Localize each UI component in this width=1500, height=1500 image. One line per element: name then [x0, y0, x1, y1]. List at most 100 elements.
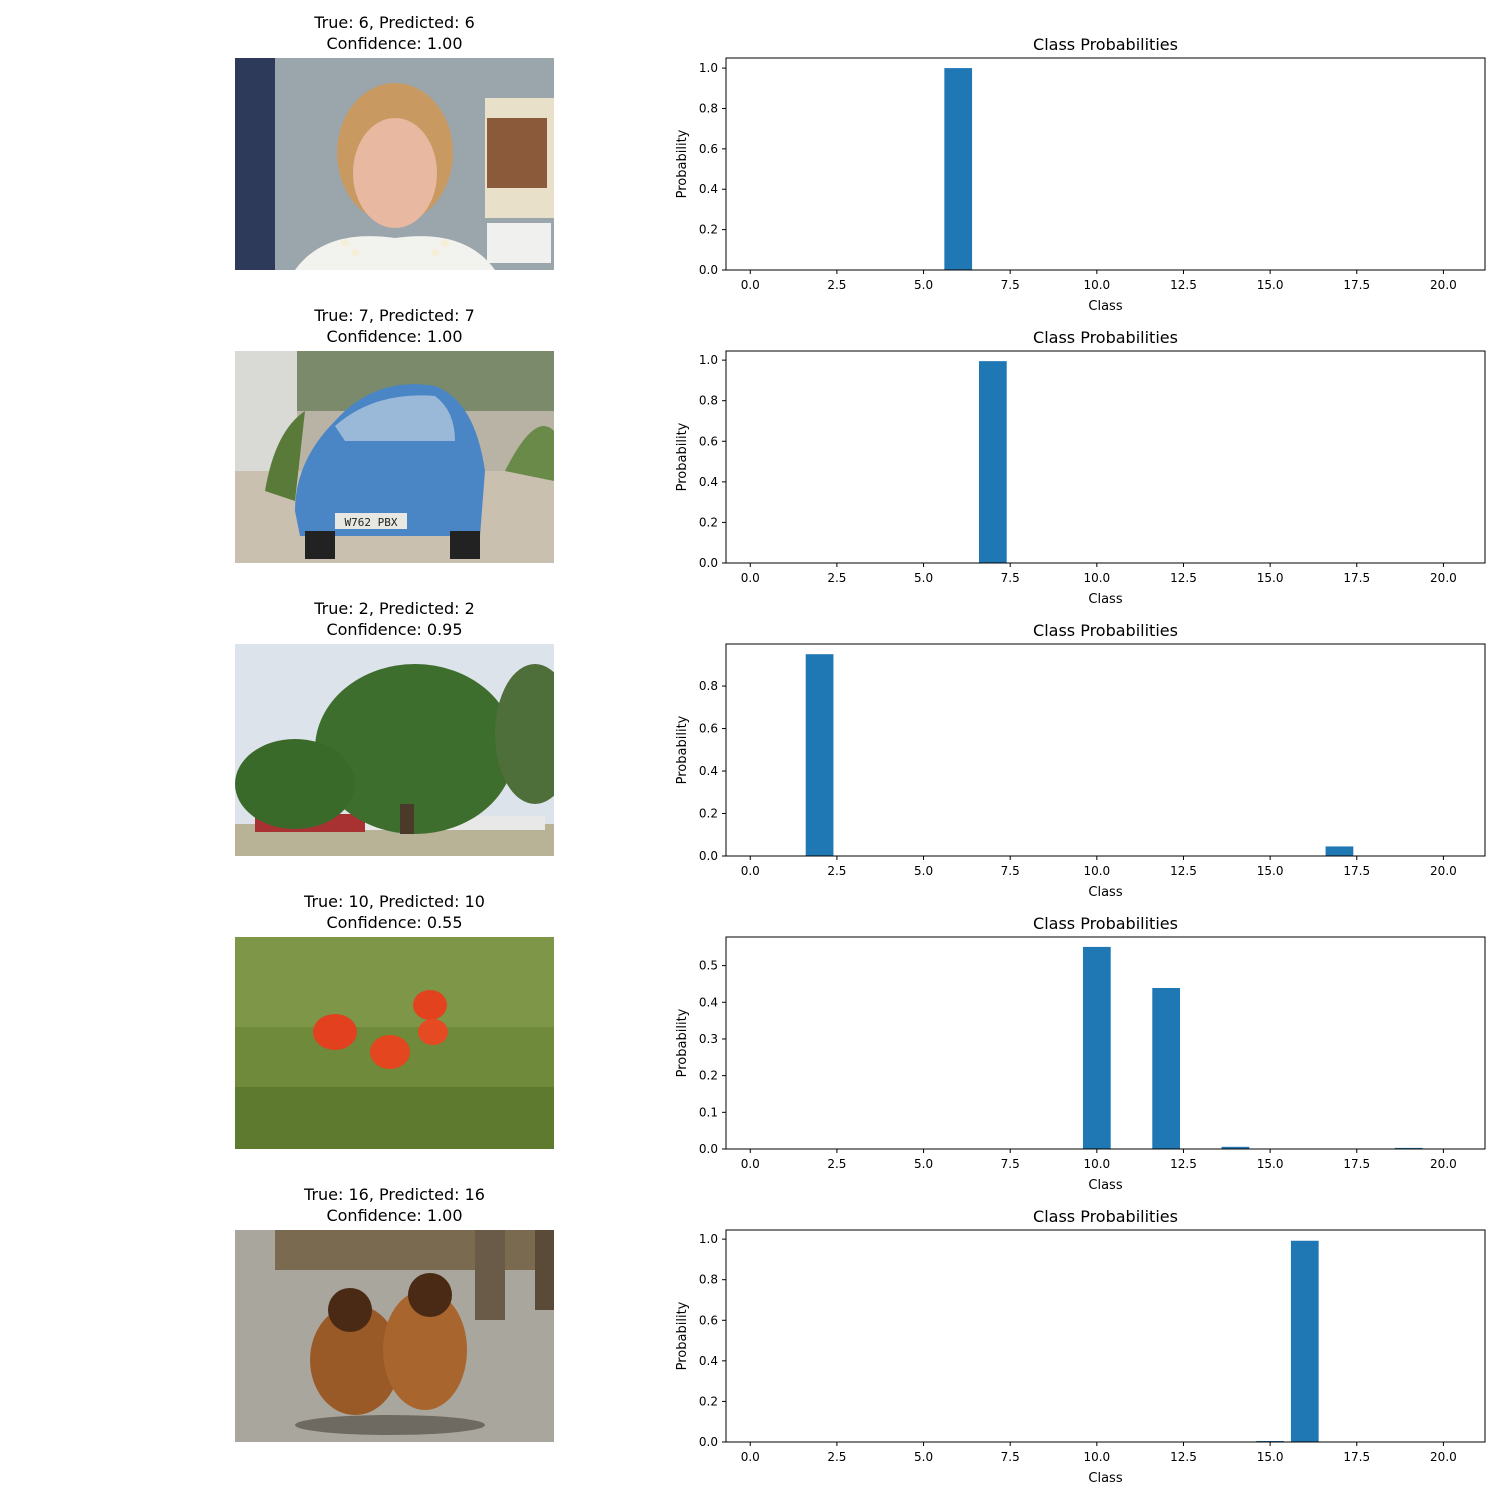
- x-tick-label: 0.0: [741, 1157, 760, 1171]
- true-predicted-label: True: 16, Predicted: 16: [304, 1185, 485, 1204]
- x-tick-label: 20.0: [1430, 1157, 1457, 1171]
- x-tick-label: 12.5: [1170, 1450, 1197, 1464]
- x-tick-label: 10.0: [1083, 571, 1110, 585]
- true-predicted-label: True: 7, Predicted: 7: [314, 306, 475, 325]
- chart-title: Class Probabilities: [1033, 621, 1178, 640]
- axes-frame: [725, 643, 1486, 857]
- y-tick-label: 0.6: [699, 434, 718, 448]
- photo-poppies: [235, 937, 554, 1149]
- y-tick-label: 1.0: [699, 353, 718, 367]
- axes-frame: [725, 1229, 1486, 1443]
- y-tick-label: 0.8: [699, 394, 718, 408]
- x-axis-label: Class: [1088, 592, 1122, 607]
- x-tick-label: 5.0: [914, 278, 933, 292]
- chart-title: Class Probabilities: [1033, 35, 1178, 54]
- x-tick-label: 10.0: [1083, 278, 1110, 292]
- x-tick-label: 5.0: [914, 1450, 933, 1464]
- x-tick-label: 20.0: [1430, 571, 1457, 585]
- y-axis-label: Probability: [675, 129, 690, 198]
- y-tick-label: 0.8: [699, 101, 718, 115]
- x-tick-label: 15.0: [1257, 864, 1284, 878]
- x-tick-label: 20.0: [1430, 1450, 1457, 1464]
- y-tick-label: 0.4: [699, 1354, 718, 1368]
- x-axis-label: Class: [1088, 1471, 1122, 1486]
- y-tick-label: 0.2: [699, 807, 718, 821]
- photo-car: W762 PBX: [235, 351, 554, 563]
- photo-dogs: [235, 1230, 554, 1442]
- confidence-label: Confidence: 0.95: [326, 620, 463, 639]
- image-title-2: True: 7, Predicted: 7 Confidence: 1.00: [235, 305, 554, 347]
- y-tick-label: 0.2: [699, 1069, 718, 1083]
- y-tick-label: 0.4: [699, 475, 718, 489]
- x-tick-label: 7.5: [1001, 864, 1020, 878]
- x-tick-label: 12.5: [1170, 571, 1197, 585]
- image-title-1: True: 6, Predicted: 6 Confidence: 1.00: [235, 12, 554, 54]
- image-title-4: True: 10, Predicted: 10 Confidence: 0.55: [235, 891, 554, 933]
- chart-title: Class Probabilities: [1033, 328, 1178, 347]
- chart-class-probabilities-5: Class Probabilities 0.0 2.5 5.0 7.5 10.0 12.5 1…: [675, 1207, 1486, 1486]
- x-tick-label: 2.5: [827, 1450, 846, 1464]
- axes-frame: [725, 57, 1486, 271]
- confidence-label: Confidence: 1.00: [326, 34, 463, 53]
- confidence-label: Confidence: 1.00: [326, 327, 463, 346]
- x-tick-label: 2.5: [827, 571, 846, 585]
- chart-title: Class Probabilities: [1033, 1207, 1178, 1226]
- x-tick-label: 0.0: [741, 571, 760, 585]
- true-predicted-label: True: 10, Predicted: 10: [304, 892, 485, 911]
- bar-class-16: [1290, 1240, 1319, 1442]
- y-tick-label: 1.0: [699, 61, 718, 75]
- x-tick-label: 5.0: [914, 1157, 933, 1171]
- confidence-label: Confidence: 1.00: [326, 1206, 463, 1225]
- x-tick-label: 15.0: [1257, 571, 1284, 585]
- chart-class-probabilities-1: Class Probabilities 0.0 2.5 5.0 7.5 10.0 12.5 1…: [675, 35, 1486, 314]
- x-tick-label: 7.5: [1001, 278, 1020, 292]
- bar-class-6: [944, 68, 973, 270]
- x-axis-label: Class: [1088, 885, 1122, 900]
- axes-frame: [725, 350, 1486, 564]
- x-tick-label: 0.0: [741, 864, 760, 878]
- y-axis-label: Probability: [675, 1301, 690, 1370]
- x-tick-label: 20.0: [1430, 864, 1457, 878]
- x-tick-label: 5.0: [914, 864, 933, 878]
- y-tick-label: 0.3: [699, 1032, 718, 1046]
- bar-class-14: [1221, 1146, 1250, 1149]
- x-tick-label: 12.5: [1170, 864, 1197, 878]
- x-tick-label: 10.0: [1083, 1450, 1110, 1464]
- x-tick-label: 7.5: [1001, 571, 1020, 585]
- bar-class-12: [1152, 987, 1181, 1149]
- x-tick-label: 0.0: [741, 278, 760, 292]
- x-tick-label: 10.0: [1083, 864, 1110, 878]
- chart-class-probabilities-4: Class Probabilities 0.0 2.5 5.0 7.5 10.0 12.5 1…: [675, 914, 1486, 1193]
- y-tick-label: 0.4: [699, 182, 718, 196]
- bar-class-19: [1394, 1147, 1423, 1149]
- x-tick-label: 5.0: [914, 571, 933, 585]
- bar-class-2: [805, 654, 834, 856]
- x-tick-label: 15.0: [1257, 278, 1284, 292]
- x-tick-label: 20.0: [1430, 278, 1457, 292]
- y-tick-label: 0.4: [699, 764, 718, 778]
- y-tick-label: 0.2: [699, 223, 718, 237]
- y-tick-label: 0.1: [699, 1105, 718, 1119]
- x-tick-label: 2.5: [827, 278, 846, 292]
- x-tick-label: 0.0: [741, 1450, 760, 1464]
- x-tick-label: 15.0: [1257, 1450, 1284, 1464]
- x-axis-label: Class: [1088, 299, 1122, 314]
- bar-class-7: [979, 361, 1007, 563]
- bar-class-10: [1082, 946, 1111, 1149]
- y-tick-label: 0.2: [699, 515, 718, 529]
- confidence-label: Confidence: 0.55: [326, 913, 463, 932]
- x-tick-label: 17.5: [1343, 571, 1370, 585]
- x-tick-label: 12.5: [1170, 278, 1197, 292]
- x-tick-label: 2.5: [827, 864, 846, 878]
- y-tick-label: 0.6: [699, 722, 718, 736]
- x-tick-label: 12.5: [1170, 1157, 1197, 1171]
- x-tick-label: 7.5: [1001, 1450, 1020, 1464]
- photo-tree: [235, 644, 554, 856]
- x-tick-label: 10.0: [1083, 1157, 1110, 1171]
- chart-class-probabilities-2: Class Probabilities 0.0 2.5 5.0 7.5 10.0 12.5 1…: [675, 328, 1486, 607]
- license-plate-text: W762 PBX: [345, 516, 398, 529]
- x-tick-label: 15.0: [1257, 1157, 1284, 1171]
- y-tick-label: 0.0: [699, 263, 718, 277]
- axes-frame: [725, 936, 1486, 1150]
